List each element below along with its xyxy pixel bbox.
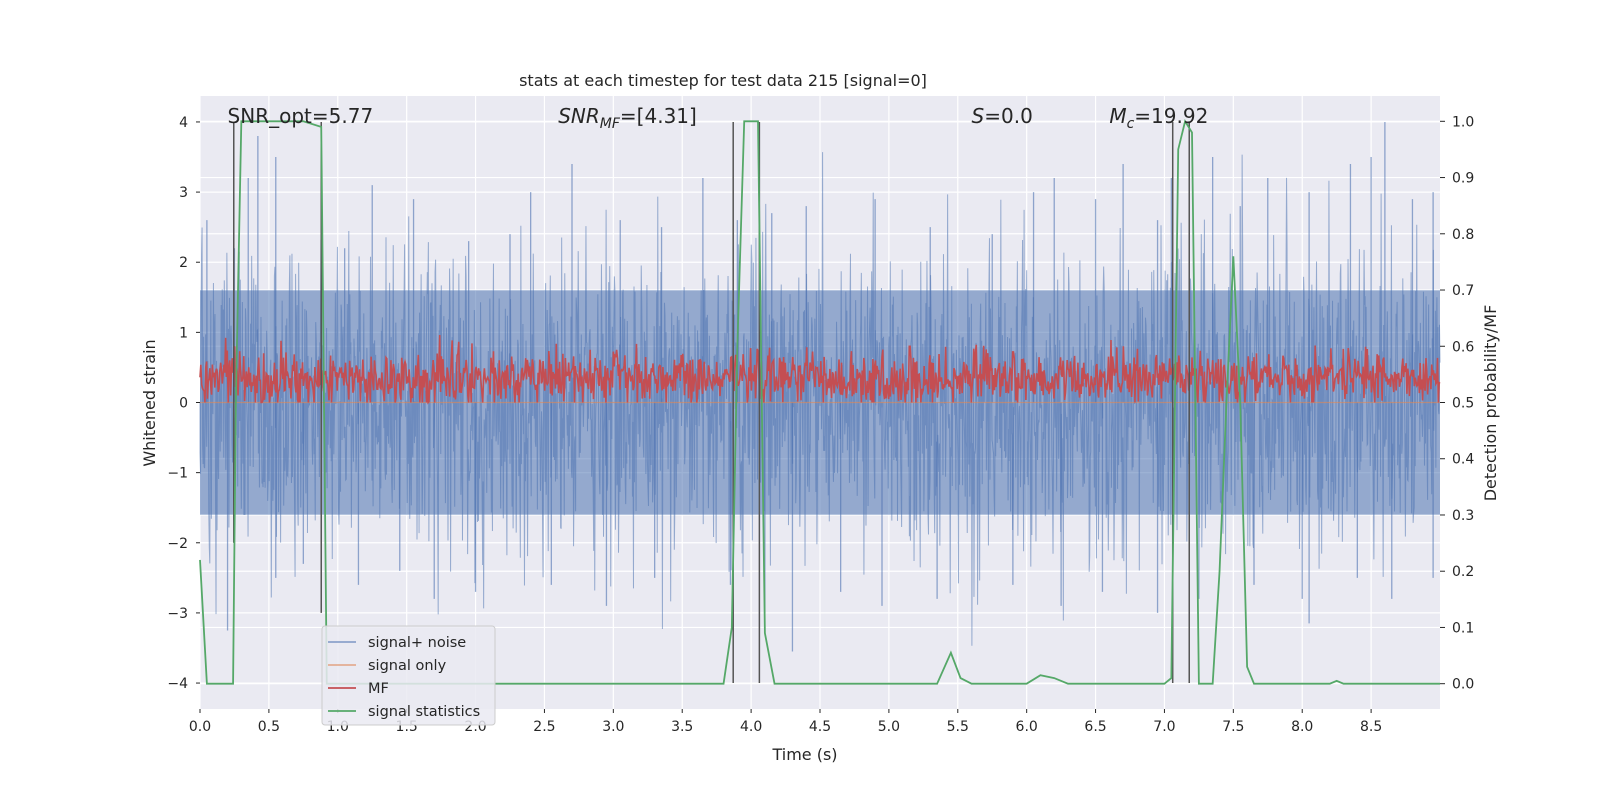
x-axis: 0.0 0.5 1.0 1.5 2.0 2.5 3.0 3.5 4.0 4.5 5.0 5.5 6.0 6… (189, 709, 1382, 735)
y2-tick-label: 0.0 (1452, 677, 1474, 693)
x-tick-label: 6.5 (1084, 719, 1106, 735)
mf-line (199, 334, 1441, 405)
y-tick-label: 3 (179, 185, 188, 201)
annotation-2: S=0.0 (972, 104, 1033, 128)
x-tick-label: 7.5 (1222, 719, 1244, 735)
legend-entry-label: signal statistics (368, 704, 480, 720)
y2-tick-label: 0.4 (1452, 452, 1474, 468)
y2-tick-label: 0.1 (1452, 620, 1474, 636)
signal-statistics-line (199, 118, 1440, 685)
y2-tick-label: 0.7 (1452, 283, 1474, 299)
y2-axis-label: Detection probability/MF (1481, 305, 1500, 502)
y2-tick-label: 0.8 (1452, 227, 1474, 243)
y-axis-left: 4 3 2 1 0 −1 −2 −3 −4 (167, 115, 200, 692)
legend: signal+ noise signal only MF signal statist… (321, 625, 496, 726)
x-tick-label: 2.5 (533, 719, 555, 735)
legend-entry-label: MF (368, 681, 389, 697)
x-tick-label: 6.0 (1016, 719, 1038, 735)
mf-series (199, 334, 1441, 405)
y2-tick-label: 0.2 (1452, 564, 1474, 580)
x-tick-label: 5.0 (878, 719, 900, 735)
x-axis-label: Time (s) (771, 745, 837, 764)
y2-tick-label: 0.3 (1452, 508, 1474, 524)
y-tick-label: 4 (179, 115, 188, 131)
annotation-3: Mc=19.92 (1109, 104, 1208, 132)
x-tick-label: 0.0 (189, 719, 211, 735)
y2-tick-label: 0.9 (1452, 171, 1474, 187)
x-tick-label: 4.0 (740, 719, 762, 735)
y-tick-label: 0 (179, 396, 188, 412)
signal-statistics-series (199, 118, 1440, 685)
x-tick-label: 8.0 (1291, 719, 1313, 735)
x-tick-label: 0.5 (258, 719, 280, 735)
y-axis-label: Whitened strain (140, 339, 159, 466)
annotation-0: SNR_opt=5.77 (228, 104, 374, 128)
y-tick-label: −1 (167, 466, 188, 482)
y2-tick-label: 0.6 (1452, 339, 1474, 355)
y2-tick-label: 1.0 (1452, 114, 1474, 130)
y-tick-label: 1 (179, 325, 188, 341)
y-tick-label: 2 (179, 255, 188, 271)
x-tick-label: 8.5 (1360, 719, 1382, 735)
annotation-1: SNRMF=[4.31] (558, 104, 697, 132)
x-tick-label: 3.5 (671, 719, 693, 735)
y-tick-label: −3 (167, 606, 188, 622)
legend-entry-label: signal+ noise (368, 635, 466, 651)
chart-title: stats at each timestep for test data 215… (519, 71, 927, 90)
y-tick-label: −4 (167, 676, 188, 692)
y2-tick-label: 0.5 (1452, 396, 1474, 412)
x-tick-label: 7.0 (1153, 719, 1175, 735)
legend-box (321, 625, 496, 726)
x-tick-label: 5.5 (947, 719, 969, 735)
x-tick-label: 3.0 (602, 719, 624, 735)
legend-entry-label: signal only (368, 658, 447, 674)
y-axis-right: 1.0 0.9 0.8 0.7 0.6 0.5 0.4 0.3 0.2 0.1 0.0 (1440, 114, 1474, 693)
y-tick-label: −2 (167, 536, 188, 552)
annotations: SNR_opt=5.77 SNRMF=[4.31] S=0.0 Mc=19.92 (228, 104, 1209, 132)
x-tick-label: 4.5 (809, 719, 831, 735)
